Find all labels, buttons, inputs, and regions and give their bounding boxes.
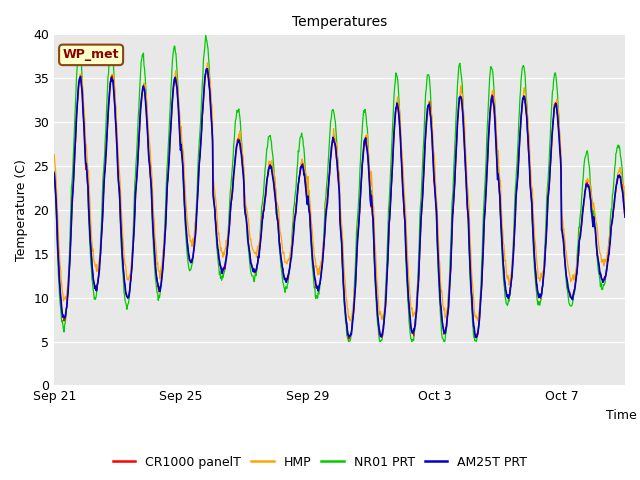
AM25T PRT — [109, 77, 116, 83]
HMP — [497, 178, 504, 183]
AM25T PRT — [282, 276, 289, 281]
AM25T PRT — [621, 214, 629, 220]
HMP — [474, 318, 482, 324]
CR1000 panelT — [302, 190, 310, 195]
AM25T PRT — [507, 283, 515, 288]
CR1000 panelT — [109, 76, 116, 82]
NR01 PRT — [202, 33, 209, 38]
AM25T PRT — [302, 191, 310, 196]
AM25T PRT — [472, 335, 480, 340]
Text: WP_met: WP_met — [63, 48, 119, 61]
HMP — [51, 152, 58, 157]
AM25T PRT — [497, 209, 504, 215]
NR01 PRT — [507, 282, 515, 288]
AM25T PRT — [204, 66, 211, 72]
NR01 PRT — [302, 175, 310, 181]
Line: HMP: HMP — [54, 63, 625, 321]
NR01 PRT — [444, 313, 451, 319]
NR01 PRT — [109, 54, 116, 60]
NR01 PRT — [282, 284, 289, 290]
HMP — [621, 203, 629, 208]
Y-axis label: Temperature (C): Temperature (C) — [15, 159, 28, 261]
NR01 PRT — [51, 168, 58, 174]
CR1000 panelT — [621, 213, 629, 218]
HMP — [507, 272, 515, 278]
CR1000 panelT — [51, 170, 58, 176]
HMP — [282, 260, 289, 265]
NR01 PRT — [345, 338, 353, 344]
HMP — [109, 72, 116, 78]
Line: AM25T PRT: AM25T PRT — [54, 69, 625, 337]
HMP — [204, 60, 211, 66]
X-axis label: Time: Time — [605, 409, 636, 422]
NR01 PRT — [497, 216, 504, 222]
Line: NR01 PRT: NR01 PRT — [54, 36, 625, 341]
CR1000 panelT — [444, 314, 451, 320]
HMP — [443, 308, 451, 314]
CR1000 panelT — [203, 65, 211, 71]
AM25T PRT — [51, 170, 58, 176]
Title: Temperatures: Temperatures — [292, 15, 387, 29]
AM25T PRT — [443, 320, 451, 325]
CR1000 panelT — [345, 336, 353, 342]
CR1000 panelT — [497, 211, 504, 217]
CR1000 panelT — [507, 284, 515, 290]
Line: CR1000 panelT: CR1000 panelT — [54, 68, 625, 339]
NR01 PRT — [621, 205, 629, 211]
HMP — [302, 178, 310, 183]
Legend: CR1000 panelT, HMP, NR01 PRT, AM25T PRT: CR1000 panelT, HMP, NR01 PRT, AM25T PRT — [108, 451, 532, 474]
CR1000 panelT — [282, 277, 289, 283]
